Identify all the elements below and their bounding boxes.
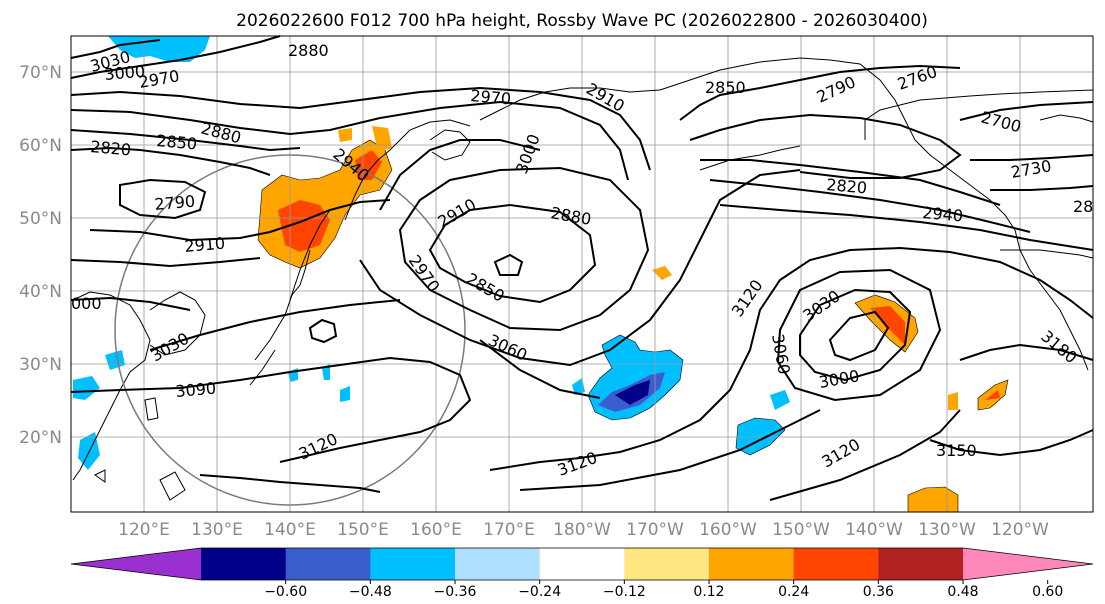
coastlines bbox=[72, 57, 1094, 501]
colorbar bbox=[70, 547, 1094, 584]
lat-label: 40°N bbox=[19, 282, 62, 302]
colorbar-segment bbox=[878, 548, 964, 580]
contour-label: 2970 bbox=[470, 86, 512, 108]
colorbar-extend-low bbox=[71, 548, 201, 580]
lat-label: 50°N bbox=[19, 209, 62, 229]
colorbar-tick-label: −0.12 bbox=[603, 584, 646, 600]
colorbar-segment bbox=[370, 548, 456, 580]
lon-label: 170°E bbox=[483, 520, 535, 540]
lon-label: 170°W bbox=[626, 520, 684, 540]
latitude-labels: 70°N 60°N 50°N 40°N 30°N 20°N bbox=[19, 63, 62, 448]
lon-label: 140°W bbox=[845, 520, 903, 540]
colorbar-segment bbox=[201, 548, 287, 580]
contour-label: 3000 bbox=[104, 62, 146, 84]
contour-label: 2850 bbox=[705, 78, 746, 97]
colorbar-segment bbox=[793, 548, 879, 580]
contour-label: 28 bbox=[1073, 197, 1093, 216]
map-panel: 3030 3000 2970 2880 2970 2910 2850 2790 … bbox=[70, 35, 1094, 513]
contour-label: 2850 bbox=[156, 131, 198, 153]
colorbar-ticks: −0.60 −0.48 −0.36 −0.24 −0.12 0.12 0.24 … bbox=[264, 584, 1063, 600]
lon-label: 120°E bbox=[118, 520, 170, 540]
contour-label: 3150 bbox=[936, 441, 977, 460]
colorbar-tick-label: −0.24 bbox=[518, 584, 561, 600]
colorbar-tick-label: −0.60 bbox=[264, 584, 307, 600]
colorbar-tick-label: −0.48 bbox=[349, 584, 392, 600]
colorbar-extend-high bbox=[963, 548, 1093, 580]
focus-circle bbox=[114, 154, 466, 506]
longitude-labels: 120°E 130°E 140°E 150°E 160°E 170°E 180°… bbox=[118, 520, 1049, 540]
colorbar-segment bbox=[709, 548, 795, 580]
colorbar-segment bbox=[455, 548, 541, 580]
contour-label: 2940 bbox=[922, 203, 964, 225]
lat-label: 20°N bbox=[19, 428, 62, 448]
contour-labels: 3030 3000 2970 2880 2970 2910 2850 2790 … bbox=[71, 41, 1093, 480]
colorbar-tick-label: 0.48 bbox=[947, 584, 978, 600]
lat-label: 70°N bbox=[19, 63, 62, 83]
lon-label: 120°W bbox=[991, 520, 1049, 540]
contour-label: 000 bbox=[71, 294, 102, 313]
colorbar-outline bbox=[70, 547, 1094, 581]
lon-label: 160°W bbox=[699, 520, 757, 540]
lat-label: 60°N bbox=[19, 136, 62, 156]
lon-label: 160°E bbox=[410, 520, 462, 540]
figure-title: 2026022600 F012 700 hPa height, Rossby W… bbox=[236, 11, 928, 31]
lon-label: 150°W bbox=[772, 520, 830, 540]
contour-label: 2790 bbox=[154, 192, 196, 214]
colorbar-segment bbox=[539, 548, 625, 580]
contour-label: 3090 bbox=[175, 379, 217, 401]
height-contours bbox=[70, 35, 1094, 501]
lon-label: 130°E bbox=[191, 520, 243, 540]
lon-label: 130°W bbox=[918, 520, 976, 540]
lon-label: 140°E bbox=[264, 520, 316, 540]
contour-label: 2820 bbox=[826, 175, 868, 197]
colorbar-tick-label: −0.36 bbox=[434, 584, 477, 600]
colorbar-tick-label: 0.12 bbox=[693, 584, 724, 600]
colorbar-segment bbox=[624, 548, 710, 580]
contour-label: 2910 bbox=[184, 234, 226, 256]
lon-label: 150°E bbox=[337, 520, 389, 540]
lon-label: 180°W bbox=[553, 520, 611, 540]
contour-label: 2880 bbox=[288, 41, 329, 60]
colorbar-tick-label: 0.60 bbox=[1032, 584, 1063, 600]
colorbar-tick-label: 0.36 bbox=[863, 584, 894, 600]
lat-label: 30°N bbox=[19, 355, 62, 375]
colorbar-segment bbox=[285, 548, 371, 580]
contour-label: 2820 bbox=[90, 137, 132, 159]
colorbar-tick-label: 0.24 bbox=[778, 584, 809, 600]
